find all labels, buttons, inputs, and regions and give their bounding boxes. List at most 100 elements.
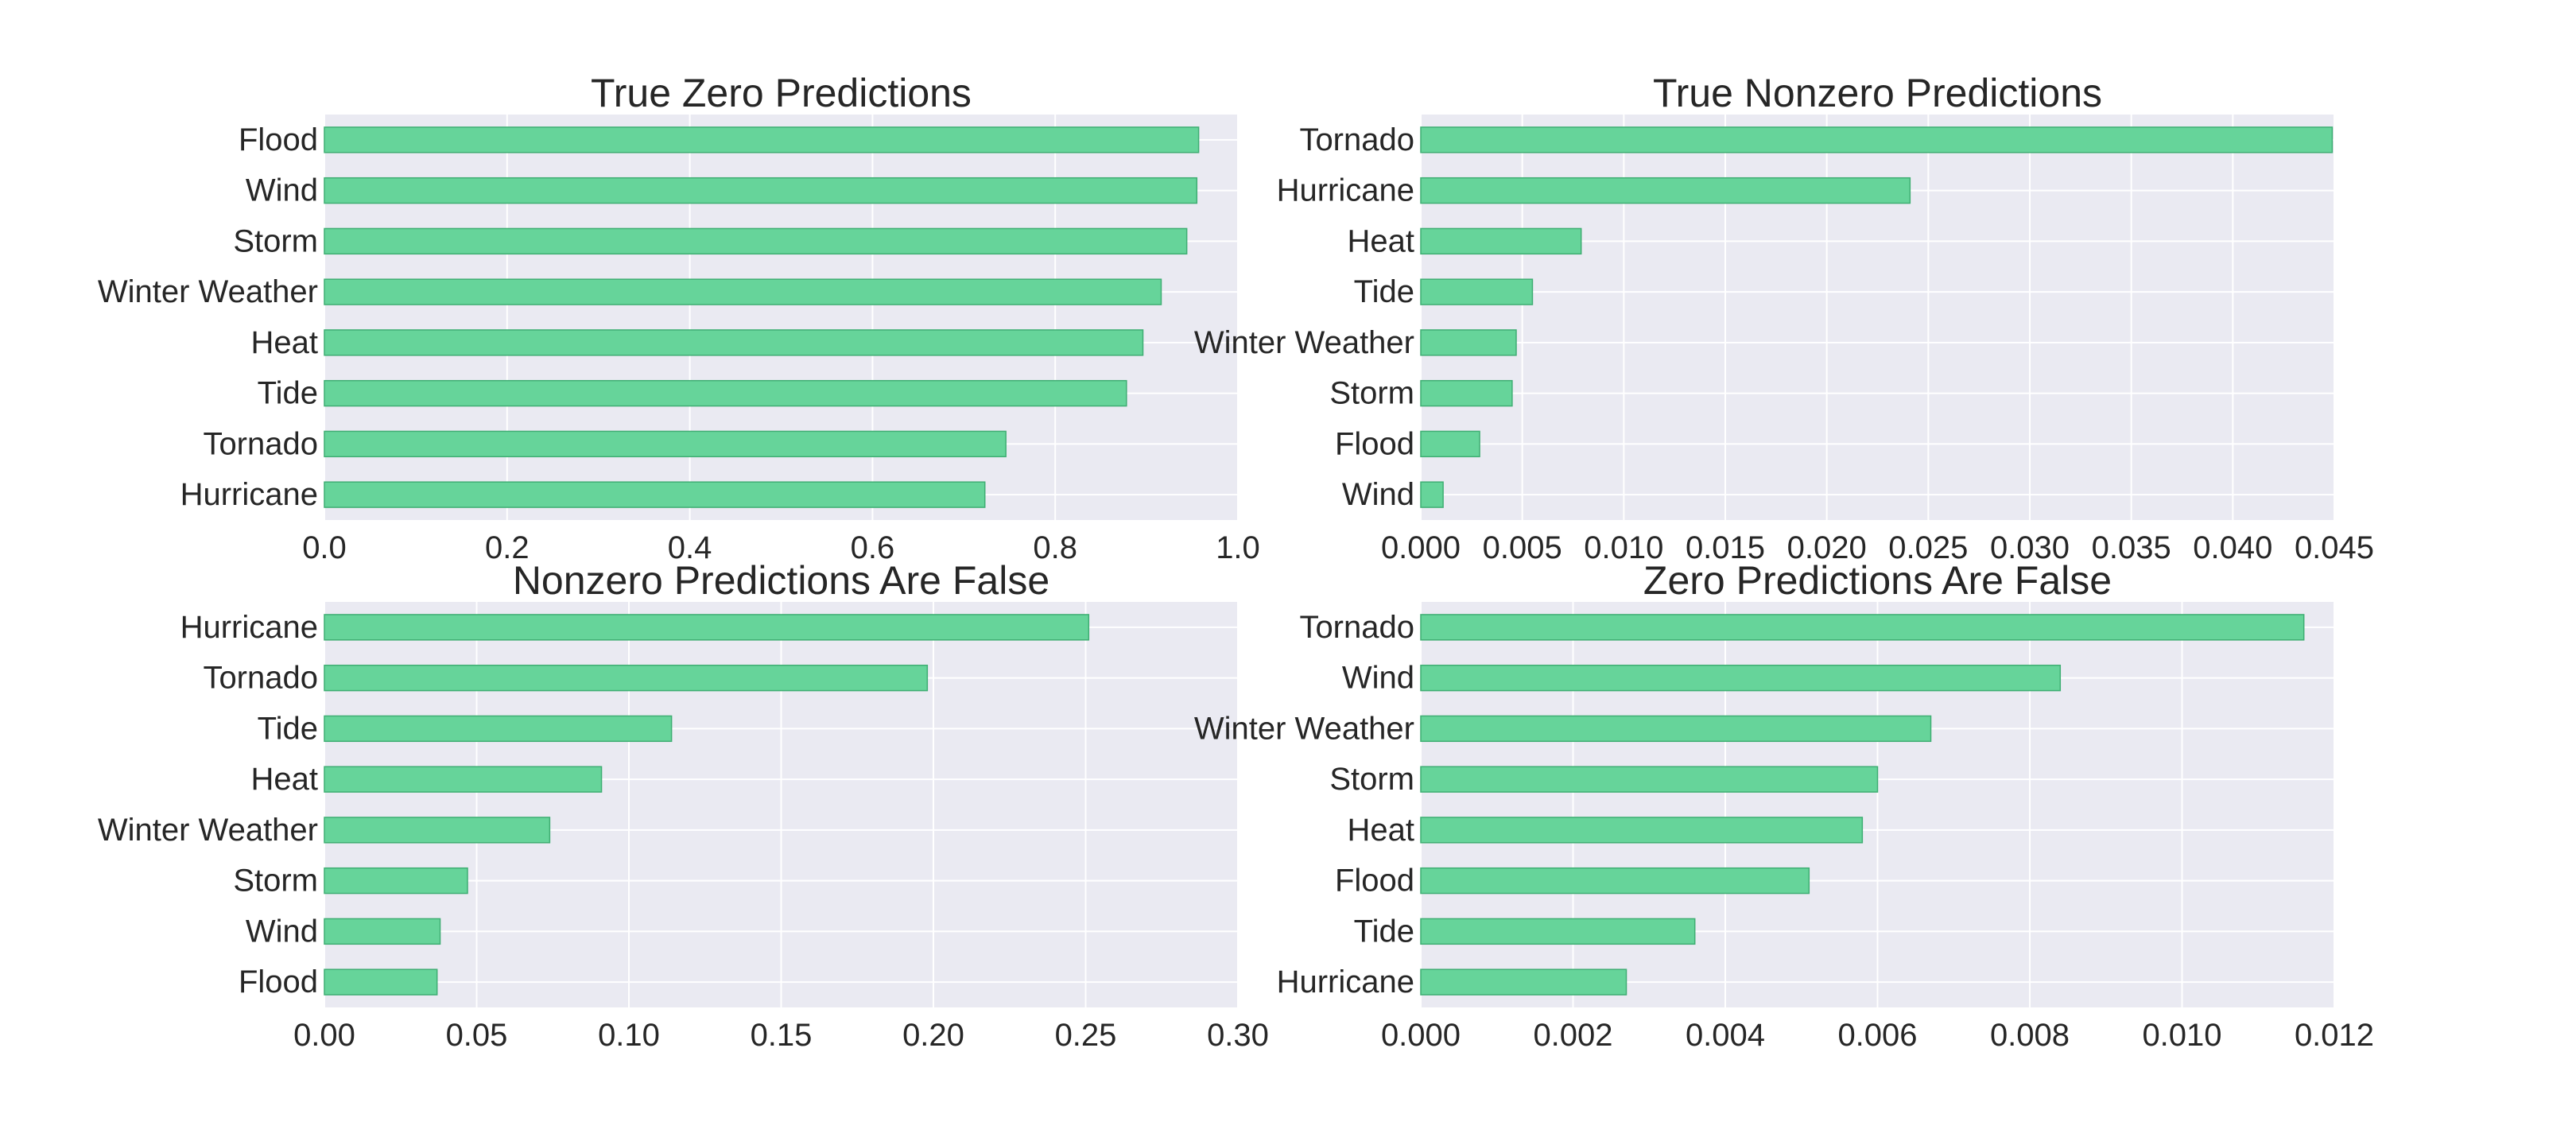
category-label-winter-weather: Winter Weather	[98, 274, 318, 309]
bar-tide	[1420, 918, 1696, 945]
bar-heat	[324, 766, 603, 793]
category-label-heat: Heat	[251, 762, 319, 797]
bar-tornado	[1420, 614, 2305, 641]
x-tick-label: 0.020	[1787, 530, 1867, 565]
x-tick-label: 0.00	[293, 1018, 355, 1053]
chart-title: True Nonzero Predictions	[1653, 71, 2102, 115]
bar-storm	[1420, 766, 1879, 793]
category-label-tide: Tide	[1354, 914, 1414, 949]
bar-wind	[324, 918, 441, 945]
x-tick-label: 0.035	[2092, 530, 2171, 565]
bar-heat	[324, 329, 1144, 356]
category-label-tide: Tide	[258, 711, 318, 746]
bar-flood	[324, 968, 438, 996]
chart-true-zero-predictions: Flood Wind Storm Winter Weather Heat Tide Torn…	[98, 71, 1260, 565]
x-tick-label: 0.25	[1055, 1018, 1117, 1053]
category-label-tide: Tide	[258, 376, 318, 411]
x-tick-label: 0.008	[1990, 1018, 2070, 1053]
x-tick-label: 0.0	[302, 530, 347, 565]
category-label-tide: Tide	[1354, 274, 1414, 309]
x-tick-label: 0.045	[2295, 530, 2374, 565]
x-tick-label: 0.006	[1837, 1018, 1917, 1053]
category-label-hurricane: Hurricane	[1277, 173, 1414, 208]
bar-tornado	[324, 430, 1007, 458]
bar-heat	[1420, 227, 1582, 255]
category-label-hurricane: Hurricane	[180, 610, 318, 645]
x-tick-label: 0.20	[902, 1018, 964, 1053]
category-label-winter-weather: Winter Weather	[1194, 711, 1414, 746]
category-label-hurricane: Hurricane	[1277, 965, 1414, 999]
bar-wind	[324, 177, 1198, 204]
bar-storm	[1420, 379, 1513, 407]
bar-tide	[324, 715, 673, 743]
x-tick-label: 0.8	[1033, 530, 1077, 565]
bar-hurricane	[324, 614, 1090, 641]
bar-tornado	[1420, 126, 2334, 153]
category-label-tornado: Tornado	[1299, 122, 1414, 157]
bar-winter-weather	[324, 278, 1162, 305]
bar-wind	[1420, 481, 1444, 508]
x-tick-label: 0.002	[1533, 1018, 1612, 1053]
x-tick-label: 0.025	[1888, 530, 1968, 565]
category-label-winter-weather: Winter Weather	[98, 813, 318, 848]
bar-flood	[324, 126, 1200, 153]
category-label-winter-weather: Winter Weather	[1194, 325, 1414, 360]
chart-zero-predictions-are-false: Tornado Wind Winter Weather Storm Heat Flood T…	[1194, 558, 2374, 1053]
bar-wind	[1420, 664, 2062, 692]
category-label-tornado: Tornado	[203, 661, 318, 696]
category-label-heat: Heat	[1348, 813, 1415, 848]
chart-title: Nonzero Predictions Are False	[513, 558, 1049, 603]
chart-true-nonzero-predictions: Tornado Hurricane Heat Tide Winter Weather St…	[1194, 71, 2374, 565]
category-label-wind: Wind	[1342, 661, 1414, 696]
category-label-flood: Flood	[1335, 426, 1414, 461]
bar-tide	[1420, 278, 1534, 305]
category-label-storm: Storm	[1329, 762, 1414, 797]
category-label-wind: Wind	[246, 914, 318, 949]
x-tick-label: 0.000	[1381, 1018, 1461, 1053]
bar-flood	[1420, 430, 1480, 458]
x-tick-label: 0.040	[2193, 530, 2272, 565]
category-label-tornado: Tornado	[203, 426, 318, 461]
x-tick-label: 0.000	[1381, 530, 1461, 565]
plot-area	[1421, 114, 2334, 520]
x-tick-label: 0.010	[2142, 1018, 2221, 1053]
chart-nonzero-predictions-are-false: Hurricane Tornado Tide Heat Winter Weather St…	[98, 558, 1269, 1053]
category-label-heat: Heat	[1348, 223, 1415, 258]
category-label-hurricane: Hurricane	[180, 477, 318, 512]
bar-hurricane	[1420, 177, 1911, 204]
x-tick-label: 0.05	[446, 1018, 508, 1053]
x-tick-label: 0.010	[1584, 530, 1663, 565]
chart-title: True Zero Predictions	[591, 71, 972, 115]
category-label-storm: Storm	[1329, 376, 1414, 411]
bar-winter-weather	[1420, 329, 1517, 356]
x-tick-label: 0.10	[598, 1018, 660, 1053]
category-label-tornado: Tornado	[1299, 610, 1414, 645]
x-tick-label: 0.6	[851, 530, 895, 565]
bar-heat	[1420, 817, 1864, 844]
bar-tornado	[324, 664, 929, 692]
category-label-flood: Flood	[1335, 864, 1414, 899]
category-label-storm: Storm	[233, 223, 318, 258]
category-label-wind: Wind	[246, 173, 318, 208]
x-tick-label: 0.004	[1686, 1018, 1765, 1053]
x-tick-label: 0.2	[485, 530, 530, 565]
bar-hurricane	[324, 481, 986, 508]
x-tick-label: 0.30	[1207, 1018, 1269, 1053]
x-tick-label: 0.4	[668, 530, 712, 565]
bar-winter-weather	[324, 817, 551, 844]
x-tick-label: 1.0	[1216, 530, 1260, 565]
category-label-storm: Storm	[233, 864, 318, 899]
x-tick-label: 0.015	[1686, 530, 1765, 565]
bar-hurricane	[1420, 968, 1627, 996]
bar-tide	[324, 379, 1127, 407]
bar-winter-weather	[1420, 715, 1932, 743]
bar-flood	[1420, 867, 1810, 895]
x-tick-label: 0.030	[1990, 530, 2070, 565]
category-label-flood: Flood	[239, 965, 318, 999]
category-label-wind: Wind	[1342, 477, 1414, 512]
plot-area	[324, 114, 1238, 520]
bar-storm	[324, 867, 468, 895]
x-tick-label: 0.005	[1483, 530, 1562, 565]
bar-storm	[324, 227, 1188, 255]
